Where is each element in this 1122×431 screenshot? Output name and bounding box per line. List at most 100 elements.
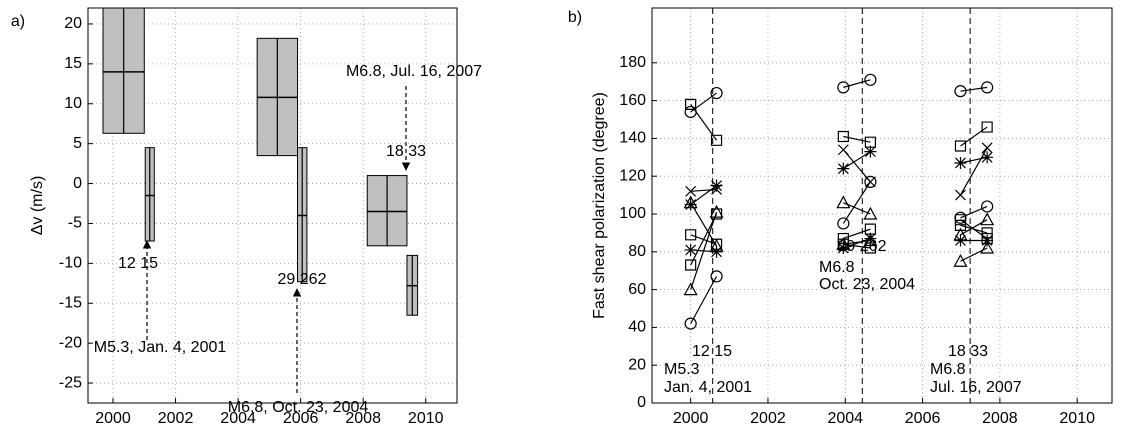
plot-area	[683, 8, 995, 403]
annotation: 18 33	[948, 343, 988, 360]
plot-area	[102, 8, 419, 316]
pair-line	[960, 156, 988, 164]
marker-triangle	[836, 195, 851, 209]
marker-triangle	[953, 254, 968, 267]
y-tick-label: -15	[59, 294, 82, 311]
marker-x	[837, 144, 849, 156]
annotation: M6.8	[930, 361, 966, 378]
marker-triangle	[836, 236, 851, 250]
annotation: 18 33	[386, 143, 426, 160]
x-tick-label: 2006	[905, 410, 941, 427]
y-tick-label: -20	[59, 334, 82, 351]
marker-square	[685, 259, 697, 271]
marker-asterisk	[837, 242, 850, 255]
marker-asterisk	[981, 234, 994, 247]
pair-line	[843, 79, 871, 88]
marker-triangle	[980, 240, 995, 254]
y-tick-label: 0	[73, 175, 82, 192]
marker-triangle	[953, 227, 968, 241]
x-tick-label: 2000	[95, 410, 131, 427]
marker-circle	[981, 81, 994, 94]
marker-triangle	[683, 195, 698, 209]
marker-square	[685, 98, 697, 110]
marker-square	[954, 214, 967, 226]
marker-asterisk	[954, 234, 967, 247]
marker-circle	[837, 81, 850, 94]
y-tick-label: 10	[64, 95, 82, 112]
x-tick-label: 2004	[220, 410, 256, 427]
marker-square	[685, 229, 697, 241]
pair-line	[843, 151, 871, 170]
marker-square	[710, 134, 723, 146]
marker-triangle	[863, 233, 878, 247]
annotation: 29 262	[278, 271, 327, 288]
annotation: M5.3, Jan. 4, 2001	[94, 339, 227, 356]
y-tick-label: -5	[68, 215, 82, 232]
marker-triangle	[863, 206, 878, 220]
annotation: 12 15	[118, 255, 158, 272]
panel: 2000 2002 2004 2006 2008 2010 0 20 40 60 80 100 120 1…	[568, 7, 1113, 427]
annotation: M6.8	[819, 259, 855, 276]
y-tick-label: 60	[628, 281, 646, 298]
annotation: 12 15	[692, 343, 732, 360]
marker-circle	[981, 200, 994, 213]
y-tick-label: 20	[64, 15, 82, 32]
y-tick-label: 100	[619, 205, 646, 222]
panel-label: b)	[568, 9, 582, 26]
annotation: M6.8, Jul. 16, 2007	[346, 63, 482, 80]
y-tick-label: 180	[619, 54, 646, 71]
x-tick-label: 2010	[408, 410, 444, 427]
annotation: Oct. 23, 2004	[819, 276, 915, 293]
pair-line	[843, 239, 871, 245]
marker-circle	[864, 175, 877, 188]
x-tick-label: 2006	[283, 410, 319, 427]
y-axis-label: Fast shear polarization (degree)	[591, 92, 608, 319]
y-tick-label: -25	[59, 374, 82, 391]
marker-square	[837, 130, 849, 143]
y-tick-label: 120	[619, 167, 646, 184]
marker-x	[685, 185, 697, 197]
x-tick-label: 2008	[345, 410, 381, 427]
marker-asterisk	[684, 243, 697, 256]
annotation: 29 262	[838, 238, 887, 255]
panel: 2000 2002 2004 2006 2008 2010-25-20-15-10-505…	[11, 7, 482, 427]
marker-asterisk	[954, 156, 967, 169]
y-tick-label: 40	[628, 319, 646, 336]
x-tick-label: 2000	[673, 410, 709, 427]
pair-line	[959, 147, 988, 196]
marker-x	[955, 189, 966, 201]
pair-line	[690, 185, 717, 206]
y-tick-label: 15	[64, 55, 82, 72]
y-tick-label: 5	[73, 135, 82, 152]
x-tick-label: 2010	[1059, 410, 1095, 427]
pair-line	[960, 205, 988, 219]
y-tick-label: 20	[628, 356, 646, 373]
axes-frame	[87, 7, 458, 404]
marker-asterisk	[710, 245, 723, 258]
annotation: M6.8, Oct. 23, 2004	[228, 399, 369, 416]
axes-frame	[651, 7, 1113, 404]
y-tick-label: 140	[619, 130, 646, 147]
marker-asterisk	[710, 179, 723, 192]
marker-circle	[954, 85, 967, 98]
x-tick-label: 2002	[158, 410, 194, 427]
y-tick-label: -10	[59, 255, 82, 272]
marker-asterisk	[864, 232, 877, 245]
marker-asterisk	[864, 145, 877, 158]
annotation: Jul. 16, 2007	[930, 379, 1022, 396]
y-tick-label: 0	[637, 394, 646, 411]
marker-square	[981, 121, 993, 133]
annotation: M5.3	[664, 361, 700, 378]
marker-x	[864, 176, 876, 188]
pair-line	[690, 202, 718, 247]
pair-line	[842, 181, 871, 224]
marker-square	[864, 242, 877, 254]
pair-line	[690, 211, 718, 290]
marker-circle	[710, 86, 723, 100]
marker-circle	[684, 317, 697, 330]
y-tick-label: 80	[628, 243, 646, 260]
x-tick-label: 2002	[750, 410, 786, 427]
x-tick-label: 2008	[982, 410, 1018, 427]
annotation: Jan. 4, 2001	[664, 379, 752, 396]
